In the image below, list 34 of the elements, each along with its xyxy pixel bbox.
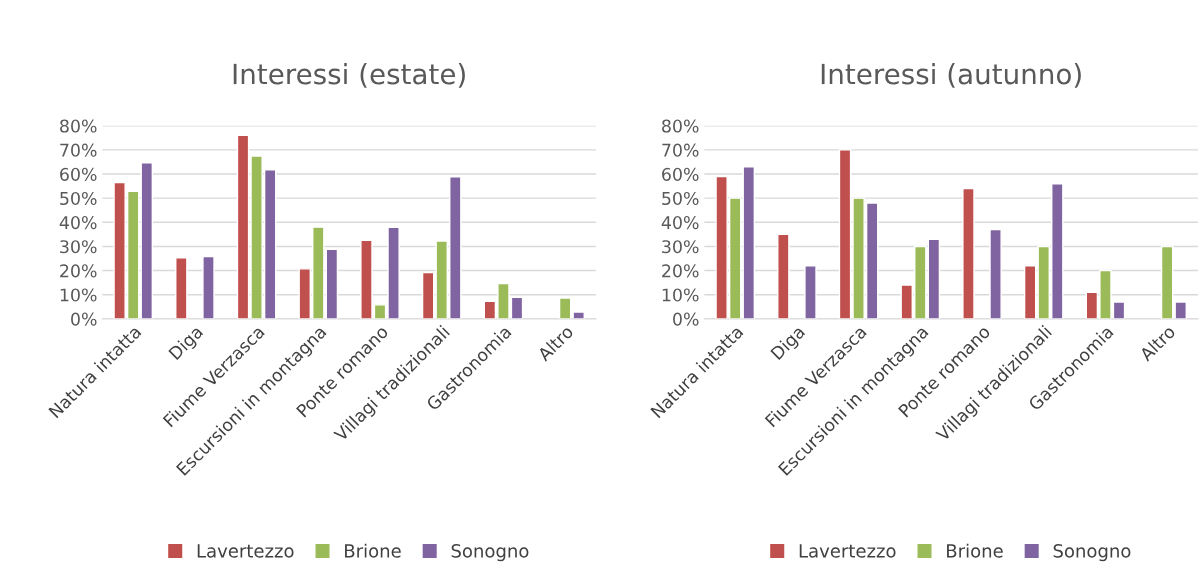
y-tick-label: 0% [71,312,97,326]
y-tick-label: 40% [661,216,699,230]
y-tick-label: 60% [662,167,699,181]
y-tick-label: 70% [662,143,699,157]
y-tick-label: 10% [60,288,97,302]
bar [202,255,215,319]
bar [804,265,817,319]
bar [140,162,154,319]
y-tick-label: 20% [662,264,699,278]
bar [989,228,1002,319]
y-tick-label: 30% [60,240,97,254]
y-tick-label: 30% [662,240,699,254]
y-tick-label: 70% [60,143,97,157]
legend-label: Lavertezzo [799,544,896,558]
bar [777,233,790,319]
y-tick-label: 0% [673,312,699,326]
y-tick-label: 80% [662,119,699,133]
bar [962,187,975,319]
y-tick-label: 50% [60,191,97,206]
legend-label: Brione [345,543,401,558]
legend-label: Sonogno [451,544,529,562]
y-tick-label: 50% [662,191,699,206]
chart-title: Interessi (estate) [233,63,465,88]
legend-label: Lavertezzo [197,544,294,558]
chart-title: Interessi (autunno) [821,63,1081,88]
y-tick-label: 80% [60,119,97,133]
y-tick-label: 20% [60,264,97,278]
legend-label: Brione [947,543,1003,558]
y-tick-label: 40% [59,216,97,230]
bar [742,166,756,319]
y-tick-label: 60% [60,167,97,181]
y-tick-label: 10% [662,288,699,302]
bar [175,257,188,319]
legend-label: Sonogno [1053,544,1131,562]
